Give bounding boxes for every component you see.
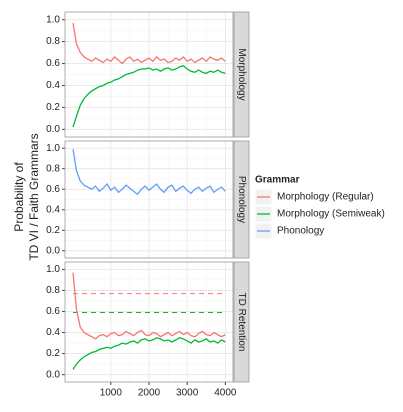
y-tick-label: 0.2 bbox=[46, 225, 60, 236]
y-tick-label: 0.4 bbox=[46, 204, 60, 215]
strip-label: TD Retention bbox=[236, 293, 247, 352]
x-tick-label: 3000 bbox=[176, 388, 199, 399]
y-tick-label: 0.8 bbox=[46, 36, 60, 47]
y-tick-label: 0.4 bbox=[46, 80, 60, 91]
data-line bbox=[72, 337, 226, 370]
data-line bbox=[72, 65, 226, 128]
y-axis-label: Probability of bbox=[12, 162, 26, 232]
x-tick-label: 1000 bbox=[100, 388, 123, 399]
data-line bbox=[72, 272, 226, 340]
y-axis-label: TD VI / Faith Grammars bbox=[27, 133, 41, 260]
y-tick-label: 0.0 bbox=[46, 124, 60, 135]
strip bbox=[233, 140, 250, 259]
legend-label: Morphology (Semiweak) bbox=[277, 209, 385, 220]
y-tick-label: 0.6 bbox=[46, 58, 60, 69]
strip bbox=[233, 11, 250, 138]
x-tick-label: 2000 bbox=[138, 388, 161, 399]
y-tick-label: 1.0 bbox=[46, 143, 60, 154]
strip bbox=[233, 261, 250, 383]
x-tick-label: 4000 bbox=[214, 388, 237, 399]
y-tick-label: 0.8 bbox=[46, 163, 60, 174]
strip-label: Phonology bbox=[236, 176, 247, 223]
legend-label: Morphology (Regular) bbox=[277, 192, 374, 203]
panel-border bbox=[64, 11, 234, 138]
y-tick-label: 0.4 bbox=[46, 327, 60, 338]
strip-label: Morphology bbox=[236, 48, 247, 100]
data-line bbox=[72, 149, 226, 196]
y-tick-label: 0.6 bbox=[46, 306, 60, 317]
y-tick-label: 0.6 bbox=[46, 184, 60, 195]
y-tick-label: 0.0 bbox=[46, 245, 60, 256]
y-tick-label: 0.0 bbox=[46, 369, 60, 380]
data-line bbox=[72, 22, 226, 65]
y-tick-label: 0.2 bbox=[46, 348, 60, 359]
y-tick-label: 1.0 bbox=[46, 264, 60, 275]
panel-border bbox=[64, 140, 234, 259]
legend-label: Phonology bbox=[277, 226, 324, 237]
y-tick-label: 0.8 bbox=[46, 285, 60, 296]
y-tick-label: 0.2 bbox=[46, 102, 60, 113]
y-tick-label: 1.0 bbox=[46, 14, 60, 25]
legend-title: Grammar bbox=[255, 175, 300, 186]
